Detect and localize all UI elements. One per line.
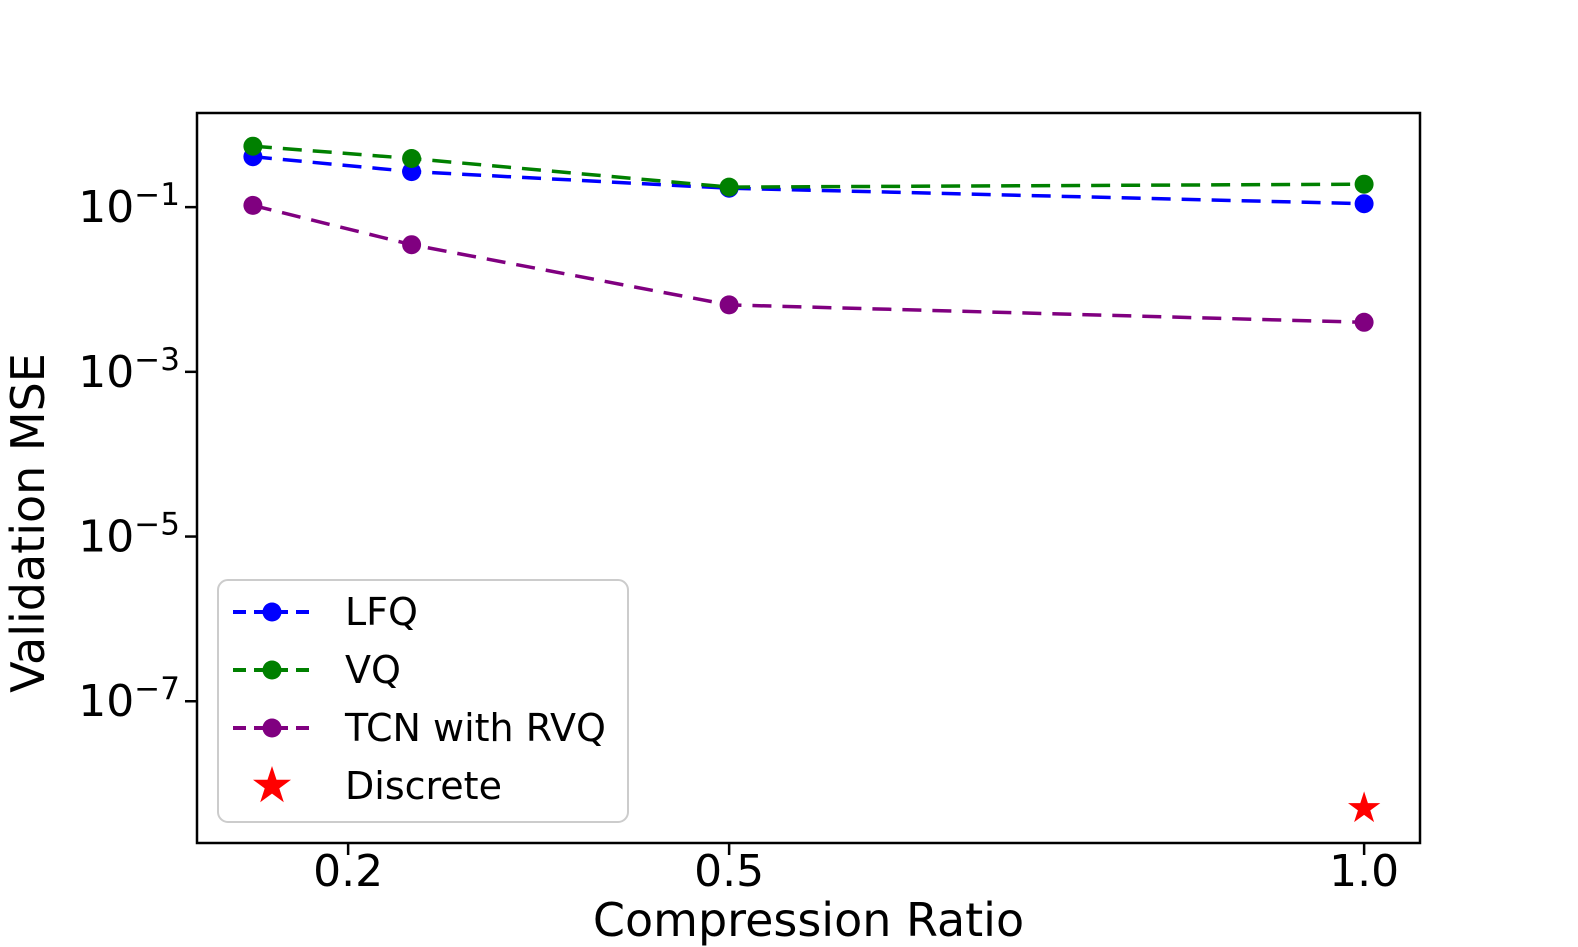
x-tick-label: 0.2 — [313, 846, 383, 897]
data-point-vq — [402, 149, 422, 168]
x-axis-label: Compression Ratio — [593, 893, 1024, 947]
data-point-tcn-with-rvq — [719, 295, 739, 315]
data-point-discrete-star-marker — [1348, 791, 1381, 823]
series-line-vq — [252, 144, 1365, 189]
y-tick-label: 10−1 — [78, 177, 180, 233]
data-point-vq — [243, 136, 263, 156]
data-point-vq — [1354, 174, 1374, 194]
y-tick-label: 10−7 — [78, 671, 180, 727]
legend-label: Discrete — [345, 764, 502, 808]
data-point-vq — [719, 177, 739, 197]
legend-label: TCN with RVQ — [344, 706, 606, 750]
legend-sample-marker — [262, 660, 282, 680]
y-tick-label: 10−3 — [78, 342, 180, 398]
legend-sample-star — [253, 766, 291, 803]
legend-box — [217, 579, 629, 823]
series-line-lfq — [252, 154, 1365, 206]
data-point-lfq — [1354, 194, 1374, 214]
data-point-lfq — [402, 162, 422, 182]
x-tick-label: 1.0 — [1329, 846, 1399, 897]
legend-sample-marker — [262, 718, 282, 738]
data-point-tcn-with-rvq — [1354, 312, 1374, 332]
y-tick-label: 10−5 — [78, 507, 180, 563]
data-point-tcn-with-rvq — [243, 195, 263, 215]
plot-border — [195, 111, 1422, 845]
data-point-tcn-with-rvq — [402, 235, 422, 255]
legend-label: LFQ — [345, 590, 418, 634]
legend-label: VQ — [345, 648, 401, 692]
legend: LFQ VQ TCN with RVQ Discrete — [217, 579, 629, 823]
legend-sample-marker — [262, 602, 282, 622]
x-tick-label: 0.5 — [694, 846, 764, 897]
y-axis-label: Validation MSE — [1, 353, 55, 693]
